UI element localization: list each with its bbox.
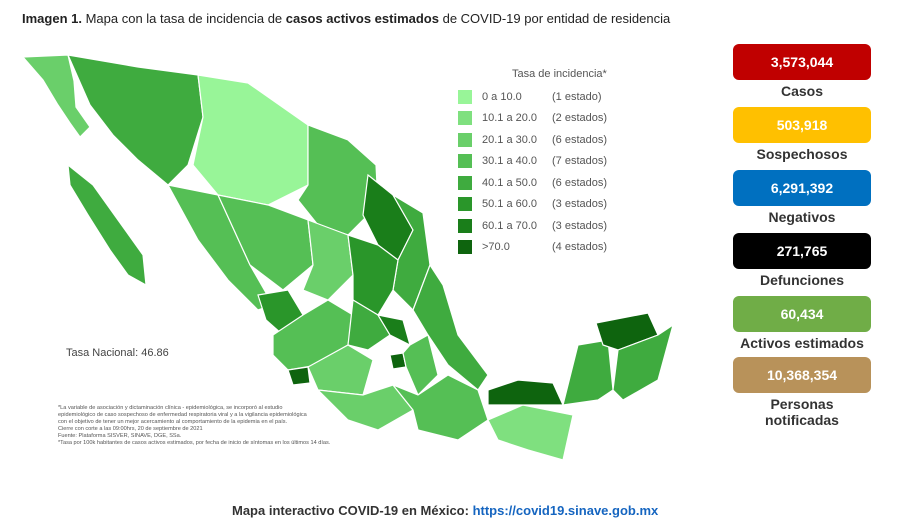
- legend-swatch: [458, 89, 472, 104]
- stat-defunciones-value: 271,765: [733, 233, 871, 269]
- stat-activos-label: Activos estimados: [740, 335, 864, 351]
- stat-sospechosos-value: 503,918: [733, 107, 871, 143]
- state-michoacan[interactable]: [307, 344, 374, 396]
- stat-negativos-label: Negativos: [768, 209, 836, 225]
- state-chihuahua[interactable]: [192, 74, 309, 206]
- legend-item: >70.0 (4 estados): [458, 237, 607, 259]
- state-colima[interactable]: [287, 366, 311, 386]
- national-rate: Tasa Nacional: 46.86: [66, 347, 169, 359]
- state-tamaulipas[interactable]: [391, 193, 431, 312]
- legend-item: 30.1 a 40.0 (7 estados): [458, 151, 607, 173]
- state-baja-california-sur[interactable]: [67, 163, 147, 287]
- stats-panel: 3,573,044 Casos 503,918 Sospechosos 6,29…: [733, 44, 871, 428]
- map-legend: Tasa de incidencia* 0 a 10.0 (1 estado) …: [458, 68, 607, 258]
- legend-title: Tasa de incidencia*: [512, 68, 607, 80]
- legend-item: 10.1 a 20.0 (2 estados): [458, 108, 607, 130]
- legend-swatch: [458, 197, 472, 212]
- figure-title: Imagen 1. Mapa con la tasa de incidencia…: [22, 11, 671, 26]
- state-baja-california[interactable]: [21, 54, 91, 138]
- state-tabasco[interactable]: [487, 379, 564, 406]
- legend-item: 20.1 a 30.0 (6 estados): [458, 129, 607, 151]
- legend-swatch: [458, 132, 472, 147]
- state-campeche[interactable]: [562, 339, 614, 406]
- stat-defunciones-label: Defunciones: [759, 272, 844, 288]
- stat-activos-value: 60,434: [733, 296, 871, 332]
- stat-casos-value: 3,573,044: [733, 44, 871, 80]
- state-guanajuato[interactable]: [347, 299, 391, 351]
- stat-notificadas-value: 10,368,354: [733, 357, 871, 393]
- legend-swatch: [458, 111, 472, 126]
- legend-item: 40.1 a 50.0 (6 estados): [458, 172, 607, 194]
- legend-item: 50.1 a 60.0 (3 estados): [458, 194, 607, 216]
- state-san-luis-potosi[interactable]: [347, 234, 399, 316]
- legend-swatch: [458, 218, 472, 233]
- legend-swatch: [458, 240, 472, 255]
- stat-notificadas-label: Personas notificadas: [765, 396, 839, 428]
- legend-item: 0 a 10.0 (1 estado): [458, 86, 607, 108]
- footer-link-line: Mapa interactivo COVID-19 en México: htt…: [232, 503, 659, 518]
- footnotes: *La variable de asociación y dictaminaci…: [58, 405, 331, 446]
- interactive-map-link[interactable]: https://covid19.sinave.gob.mx: [472, 503, 659, 518]
- legend-swatch: [458, 154, 472, 169]
- state-veracruz[interactable]: [412, 263, 489, 391]
- mexico-map[interactable]: [18, 45, 718, 475]
- stat-sospechosos-label: Sospechosos: [756, 146, 848, 162]
- stat-negativos-value: 6,291,392: [733, 170, 871, 206]
- state-chiapas[interactable]: [487, 404, 574, 461]
- legend-swatch: [458, 175, 472, 190]
- stat-casos-label: Casos: [780, 83, 824, 99]
- state-quintana-roo[interactable]: [612, 323, 675, 401]
- state-sonora[interactable]: [67, 54, 204, 186]
- legend-item: 60.1 a 70.0 (3 estados): [458, 215, 607, 237]
